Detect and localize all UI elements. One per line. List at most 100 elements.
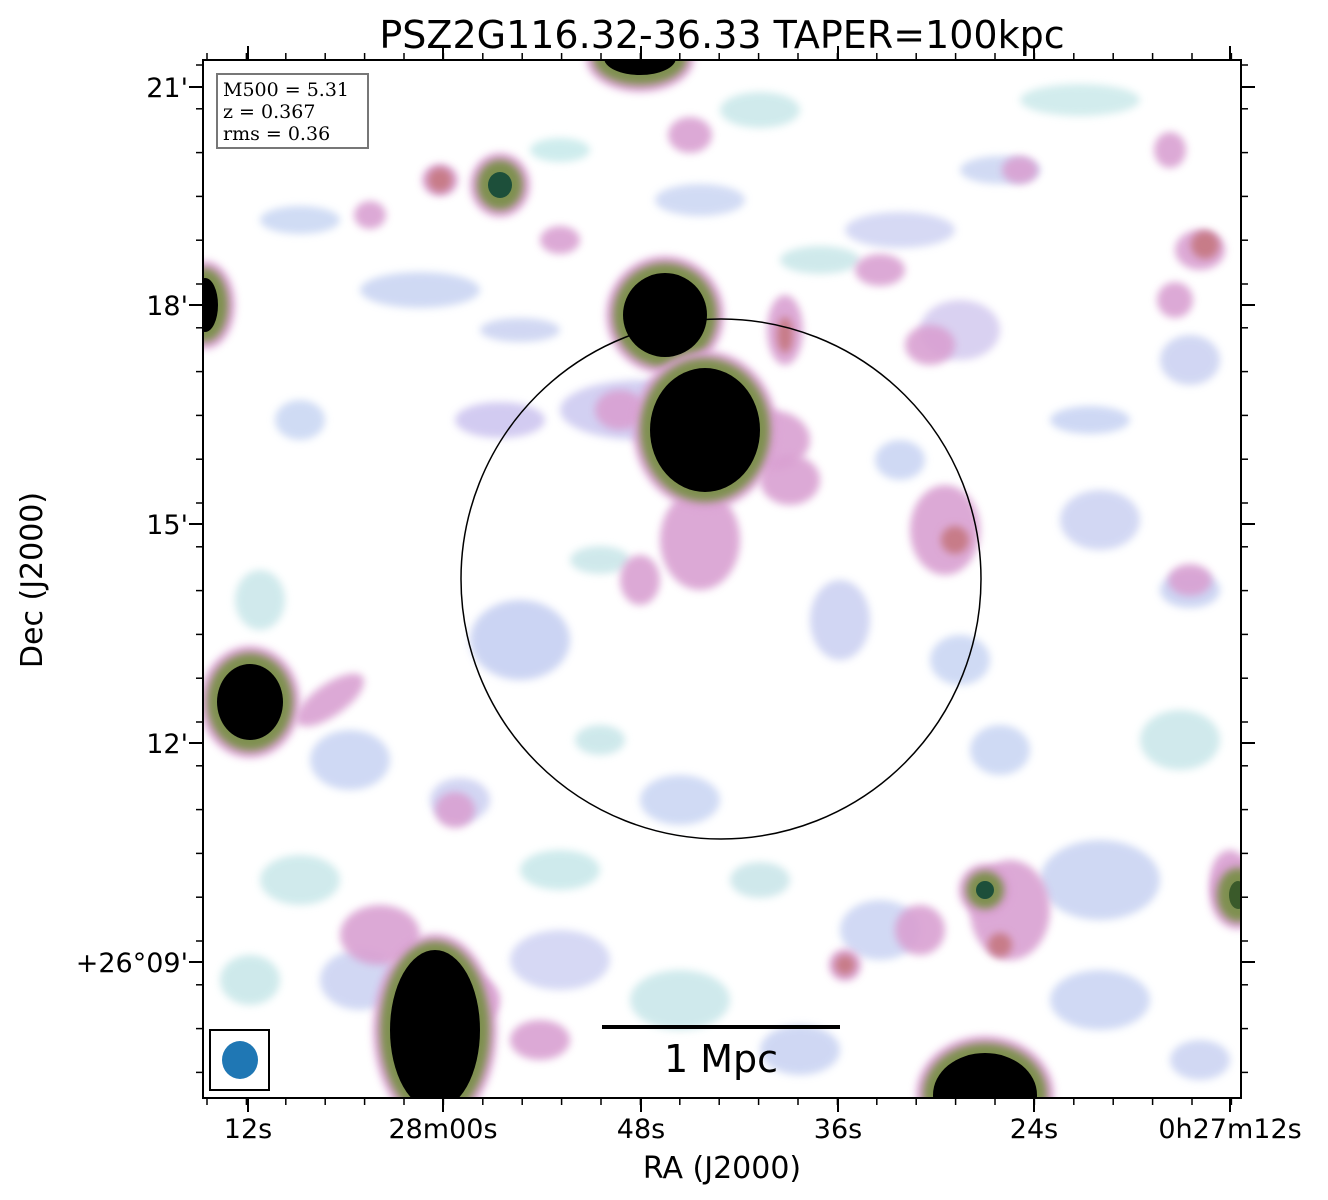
diffuse-emission-patch	[310, 730, 390, 790]
info-box: M500 = 5.31 z = 0.367 rms = 0.36	[216, 73, 369, 149]
moderate-emission-patch	[1157, 282, 1193, 318]
diffuse-emission-patch	[1020, 84, 1140, 116]
moderate-emission-patch	[295, 673, 365, 727]
diffuse-emission-patch	[530, 138, 590, 162]
x-tick-label: 0h27m12s	[1158, 1114, 1301, 1145]
bright-emission-core	[777, 317, 793, 353]
diffuse-emission-patch	[510, 930, 610, 990]
moderate-emission-patch	[668, 117, 712, 153]
y-tick-label: 15'	[146, 510, 188, 541]
moderate-emission-patch	[895, 905, 945, 955]
diffuse-emission-patch	[470, 600, 570, 680]
diffuse-emission-patch	[640, 775, 720, 825]
y-tick-label: 18'	[146, 291, 188, 322]
source-core	[604, 60, 676, 75]
diffuse-emission-patch	[260, 855, 340, 905]
diffuse-emission-patch	[630, 970, 730, 1030]
diffuse-emission-patch	[275, 400, 325, 440]
moderate-emission-patch	[760, 455, 820, 505]
moderate-emission-patch	[354, 201, 386, 229]
source-core	[217, 664, 283, 740]
diffuse-emission-patch	[780, 246, 860, 274]
beam-ellipse	[222, 1041, 258, 1079]
radio-emission-map	[203, 60, 1241, 1098]
moderate-emission-patch	[855, 254, 905, 286]
beam-indicator	[209, 1029, 270, 1091]
diffuse-emission-patch	[970, 725, 1030, 775]
scale-bar-label: 1 Mpc	[664, 1037, 778, 1081]
x-tick-label: 28m00s	[388, 1114, 497, 1145]
diffuse-emission-patch	[455, 402, 545, 438]
plot-title: PSZ2G116.32-36.33 TAPER=100kpc	[379, 13, 1064, 57]
source-core	[390, 950, 480, 1098]
info-redshift: z = 0.367	[223, 101, 315, 123]
x-tick-label: 24s	[1010, 1114, 1058, 1145]
y-tick-label: +26°09'	[76, 948, 188, 979]
source-core	[203, 278, 218, 332]
moderate-emission-patch	[340, 905, 420, 965]
diffuse-emission-patch	[1040, 840, 1160, 920]
y-tick-label: 12'	[146, 729, 188, 760]
source-core	[933, 1053, 1037, 1098]
y-tick-label: 21'	[146, 73, 188, 104]
diffuse-emission-patch	[220, 955, 280, 1005]
source-core	[650, 368, 760, 492]
diffuse-emission-patch	[1160, 335, 1220, 385]
diffuse-emission-patch	[760, 1025, 840, 1075]
moderate-emission-patch	[910, 485, 980, 575]
diffuse-emission-patch	[730, 862, 790, 898]
diffuse-emission-patch	[1060, 490, 1140, 550]
diffuse-emission-patch	[810, 580, 870, 660]
diffuse-emission-patch	[480, 318, 560, 342]
diffuse-emission-patch	[360, 272, 480, 308]
source-core	[623, 273, 707, 357]
moderate-emission-patch	[905, 325, 955, 365]
info-m500: M500 = 5.31	[223, 79, 349, 101]
moderate-emission-patch	[510, 1020, 570, 1060]
bright-emission-core	[1191, 231, 1219, 259]
diffuse-emission-patch	[1050, 970, 1150, 1030]
axis-ticks	[189, 46, 1255, 1112]
x-axis-label: RA (J2000)	[643, 1151, 801, 1186]
moderate-emission-patch	[1168, 564, 1212, 596]
diffuse-emission-patch	[1050, 406, 1130, 434]
diffuse-emission-patch	[1140, 710, 1220, 770]
x-tick-label: 12s	[224, 1114, 272, 1145]
diffuse-emission-patch	[930, 635, 990, 685]
bright-emission-core	[941, 526, 969, 554]
diffuse-emission-patch	[575, 725, 625, 755]
source-core-green	[976, 881, 994, 899]
image-panel	[202, 59, 1242, 1099]
plot-frame	[202, 59, 1242, 1099]
moderate-emission-patch	[1002, 156, 1038, 184]
bright-emission-core	[988, 933, 1012, 957]
scale-bar: 1 Mpc	[602, 1025, 840, 1081]
diffuse-emission-patch	[520, 850, 600, 890]
diffuse-emission-patch	[1170, 1040, 1230, 1080]
bright-emission-core	[428, 168, 452, 192]
diffuse-emission-patch	[235, 570, 285, 630]
diffuse-emission-patch	[845, 212, 955, 248]
diffuse-emission-patch	[720, 92, 800, 128]
diffuse-emission-patch	[875, 440, 925, 480]
x-tick-label: 48s	[617, 1114, 665, 1145]
moderate-emission-patch	[620, 555, 660, 605]
diffuse-emission-patch	[570, 546, 630, 574]
x-tick-labels: 12s 28m00s 48s 36s 24s 0h27m12s	[224, 1114, 1302, 1145]
moderate-emission-patch	[595, 390, 645, 430]
diffuse-emission-patch	[655, 184, 745, 216]
source-core-green	[1229, 881, 1241, 909]
diffuse-emission-patch	[260, 206, 340, 234]
moderate-emission-patch	[540, 226, 580, 254]
moderate-emission-patch	[1154, 132, 1186, 168]
source-core-green	[488, 172, 512, 198]
moderate-emission-patch	[660, 490, 740, 590]
y-axis-label: Dec (J2000)	[15, 492, 50, 668]
moderate-emission-patch	[435, 792, 475, 828]
bright-emission-core	[835, 955, 855, 975]
info-rms: rms = 0.36	[223, 123, 330, 145]
r500-circle	[460, 318, 982, 840]
y-tick-labels: 21' 18' 15' 12' +26°09'	[76, 73, 188, 979]
x-tick-label: 36s	[814, 1114, 862, 1145]
